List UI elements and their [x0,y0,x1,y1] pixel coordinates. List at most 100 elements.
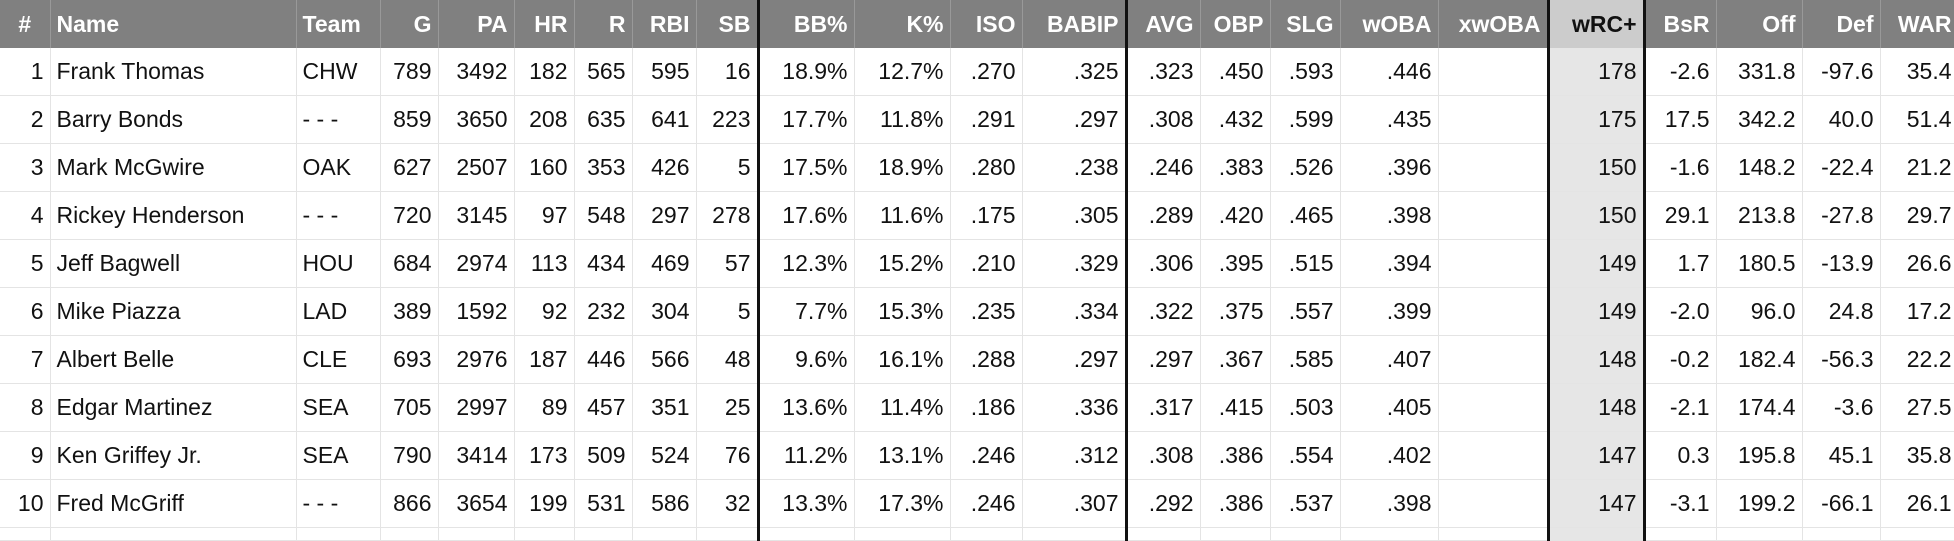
cell-name[interactable]: Frank Thomas [50,48,297,96]
cell-k-pct: 11.8% [854,95,951,144]
cell-r: 457 [574,383,633,432]
column-header-iso[interactable]: ISO [950,0,1023,48]
cell-name[interactable]: Mike Piazza [50,287,297,336]
column-header-k-pct[interactable]: K% [854,0,951,48]
cell-name[interactable]: Albert Belle [50,335,297,384]
cell-pa: 3654 [438,479,515,528]
cell-sb: 25 [696,383,760,432]
cell-avg: .289 [1126,191,1201,240]
column-header-r[interactable]: R [574,0,633,48]
column-header-bsr[interactable]: BsR [1644,0,1717,48]
column-header-avg[interactable]: AVG [1126,0,1201,48]
cell-obp: .395 [1200,239,1271,288]
table-row[interactable]: 3 Mark McGwire OAK 627 2507 160 353 426 5 17.5% 18… [0,143,1954,192]
column-header-rank[interactable]: # [0,0,51,48]
column-header-woba[interactable]: wOBA [1340,0,1439,48]
cell-def: -66.1 [1802,479,1881,528]
cell-empty [632,527,697,541]
cell-r: 446 [574,335,633,384]
cell-obp: .386 [1200,479,1271,528]
cell-wrc-plus: 150 [1548,191,1646,240]
cell-k-pct: 18.9% [854,143,951,192]
cell-name[interactable]: Edgar Martinez [50,383,297,432]
cell-rbi: 595 [632,48,697,96]
cell-name[interactable]: Rickey Henderson [50,191,297,240]
cell-xwoba [1438,191,1550,240]
cell-hr: 113 [514,239,575,288]
table-row[interactable]: 8 Edgar Martinez SEA 705 2997 89 457 351 25 13.6%… [0,383,1954,432]
cell-slg: .515 [1270,239,1341,288]
column-header-hr[interactable]: HR [514,0,575,48]
cell-wrc-plus: 149 [1548,287,1646,336]
cell-team: SEA [296,431,381,480]
table-row[interactable]: 10 Fred McGriff - - -866 3654 199 531 586 32 13.… [0,479,1954,528]
cell-xwoba [1438,287,1550,336]
cell-name[interactable]: Ken Griffey Jr. [50,431,297,480]
table-row[interactable]: 1 Frank Thomas CHW 789 3492 182 565 595 16 18.9% 1… [0,48,1954,96]
column-header-team[interactable]: Team [296,0,381,48]
cell-name[interactable]: Fred McGriff [50,479,297,528]
column-header-wrc-plus[interactable]: wRC+ [1548,0,1646,48]
cell-slg: .503 [1270,383,1341,432]
cell-name[interactable]: Jeff Bagwell [50,239,297,288]
column-header-bb-pct[interactable]: BB% [758,0,855,48]
column-header-xwoba[interactable]: xwOBA [1438,0,1550,48]
cell-off: 182.4 [1716,335,1803,384]
table-row[interactable]: 9 Ken Griffey Jr. SEA 790 3414 173 509 524 76 11.… [0,431,1954,480]
column-header-pa[interactable]: PA [438,0,515,48]
column-header-name[interactable]: Name [50,0,297,48]
cell-war: 35.4 [1880,48,1954,96]
table-row[interactable]: 6 Mike Piazza LAD 389 1592 92 232 304 5 7.7% 15.3%… [0,287,1954,336]
cell-babip: .238 [1022,143,1128,192]
cell-babip: .336 [1022,383,1128,432]
cell-rank: 2 [0,95,51,144]
column-header-obp[interactable]: OBP [1200,0,1271,48]
column-header-war[interactable]: WAR [1880,0,1954,48]
cell-wrc-plus: 178 [1548,48,1646,96]
table-row[interactable]: 2 Barry Bonds - - -859 3650 208 635 641 223 17.7… [0,95,1954,144]
cell-wrc-plus: 150 [1548,143,1646,192]
column-header-sb[interactable]: SB [696,0,760,48]
cell-pa: 3492 [438,48,515,96]
column-header-g[interactable]: G [380,0,439,48]
cell-obp: .367 [1200,335,1271,384]
column-header-slg[interactable]: SLG [1270,0,1341,48]
cell-name[interactable]: Barry Bonds [50,95,297,144]
cell-rbi: 426 [632,143,697,192]
cell-team: LAD [296,287,381,336]
table-row[interactable]: 4 Rickey Henderson - - -720 3145 97 548 297 278… [0,191,1954,240]
cell-empty [1270,527,1341,541]
cell-rank: 7 [0,335,51,384]
cell-name[interactable]: Mark McGwire [50,143,297,192]
column-header-babip[interactable]: BABIP [1022,0,1128,48]
table-row[interactable]: 7 Albert Belle CLE 693 2976 187 446 566 48 9.6% 16… [0,335,1954,384]
cell-pa: 3145 [438,191,515,240]
cell-war: 17.2 [1880,287,1954,336]
cell-team: - - - [296,95,381,144]
cell-pa: 2997 [438,383,515,432]
cell-pa: 2507 [438,143,515,192]
cell-k-pct: 16.1% [854,335,951,384]
cell-off: 96.0 [1716,287,1803,336]
cell-iso: .288 [950,335,1023,384]
cell-hr: 182 [514,48,575,96]
column-header-def[interactable]: Def [1802,0,1881,48]
cell-obp: .375 [1200,287,1271,336]
cell-avg: .246 [1126,143,1201,192]
cell-xwoba [1438,95,1550,144]
cell-war: 21.2 [1880,143,1954,192]
column-header-off[interactable]: Off [1716,0,1803,48]
cell-sb: 5 [696,143,760,192]
cell-pa: 3414 [438,431,515,480]
table-row[interactable]: 5 Jeff Bagwell HOU 684 2974 113 434 469 57 12.3% 1… [0,239,1954,288]
cell-xwoba [1438,239,1550,288]
cell-rank: 1 [0,48,51,96]
cell-hr: 92 [514,287,575,336]
cell-babip: .297 [1022,95,1128,144]
cell-r: 434 [574,239,633,288]
column-header-rbi[interactable]: RBI [632,0,697,48]
cell-hr: 97 [514,191,575,240]
cell-iso: .280 [950,143,1023,192]
cell-empty [758,527,855,541]
